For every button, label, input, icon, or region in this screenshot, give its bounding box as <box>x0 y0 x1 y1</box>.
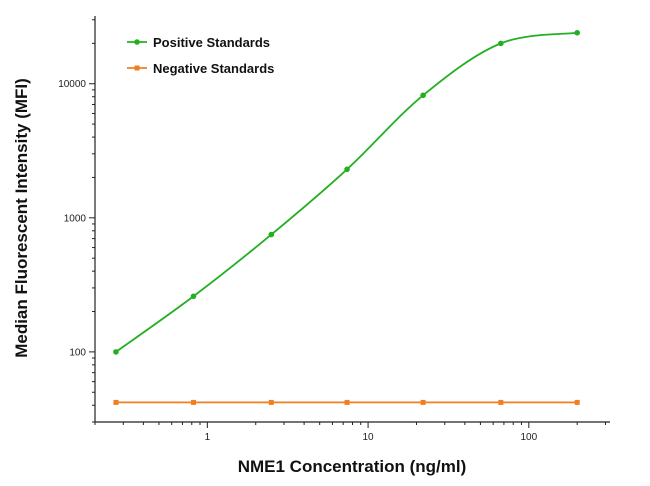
data-point-positive <box>113 349 119 355</box>
y-axis-title: Median Fluorescent Intensity (MFI) <box>12 78 31 358</box>
y-tick-label: 10000 <box>58 79 86 90</box>
axes <box>94 16 610 423</box>
series-line-positive <box>115 31 578 353</box>
data-point-positive <box>420 92 426 99</box>
x-tick-label: 1 <box>205 432 211 443</box>
data-point-negative <box>498 399 504 405</box>
data-point-positive <box>344 166 350 173</box>
data-point-positive <box>268 231 275 238</box>
x-ticks: 1 10 100 <box>94 422 606 443</box>
data-point-negative <box>574 399 580 405</box>
legend-item-positive: Positive Standards <box>127 35 270 50</box>
x-tick-label: 10 <box>363 432 375 443</box>
data-point-positive <box>498 40 504 47</box>
y-tick-label: 100 <box>69 347 86 358</box>
data-point-positive <box>574 29 580 36</box>
data-point-negative <box>420 399 426 405</box>
y-ticks: 100 1000 10000 <box>58 19 95 423</box>
data-point-positive <box>190 293 197 300</box>
legend-item-negative: Negative Standards <box>127 61 274 76</box>
legend: Positive Standards Negative Standards <box>127 35 274 76</box>
x-axis-title: NME1 Concentration (ng/ml) <box>238 457 467 476</box>
x-tick-label: 100 <box>520 432 537 443</box>
data-point-negative <box>113 399 119 405</box>
data-point-negative <box>268 399 274 405</box>
y-tick-label: 1000 <box>64 213 87 224</box>
legend-marker-positive <box>134 39 140 45</box>
series-layer <box>113 29 580 405</box>
legend-marker-negative <box>134 65 140 71</box>
legend-label-positive: Positive Standards <box>153 35 270 50</box>
data-point-negative <box>344 399 350 405</box>
data-point-negative <box>190 399 196 405</box>
legend-label-negative: Negative Standards <box>153 61 274 76</box>
